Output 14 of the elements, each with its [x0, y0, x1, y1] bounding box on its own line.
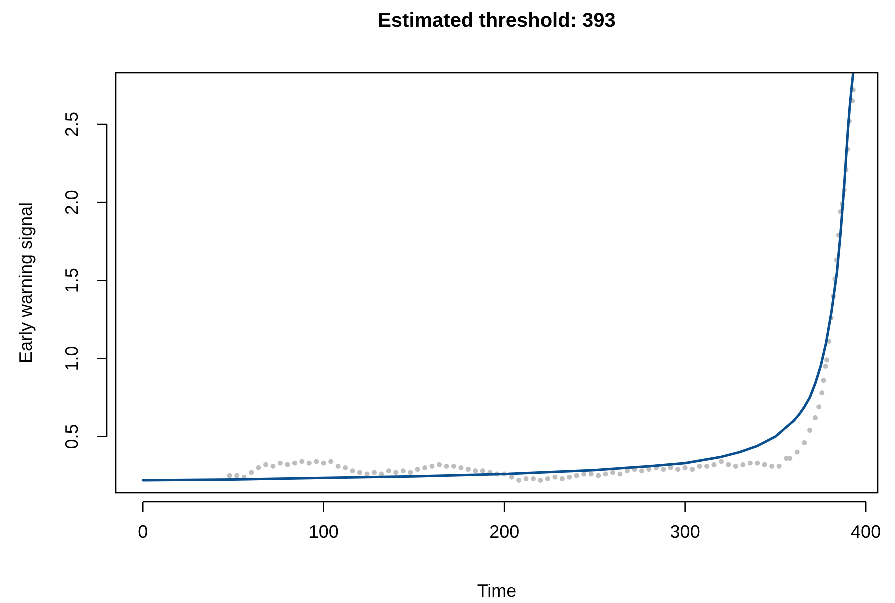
x-tick-label: 200 — [490, 522, 520, 542]
x-tick-label: 300 — [670, 522, 700, 542]
y-axis-title: Early warning signal — [16, 202, 36, 364]
x-tick-label: 0 — [138, 522, 148, 542]
y-tick-label: 2.0 — [62, 190, 82, 216]
y-tick-label: 0.5 — [62, 424, 82, 450]
line-series — [142, 73, 855, 482]
x-axis-title: Time — [477, 581, 517, 601]
x-tick-label: 400 — [851, 522, 882, 542]
chart-title: Estimated threshold: 393 — [378, 10, 616, 32]
y-tick-label: 1.5 — [62, 268, 82, 294]
x-tick-label: 100 — [308, 522, 339, 542]
y-tick-label: 1.0 — [62, 346, 82, 372]
y-tick-label: 2.5 — [62, 112, 82, 138]
